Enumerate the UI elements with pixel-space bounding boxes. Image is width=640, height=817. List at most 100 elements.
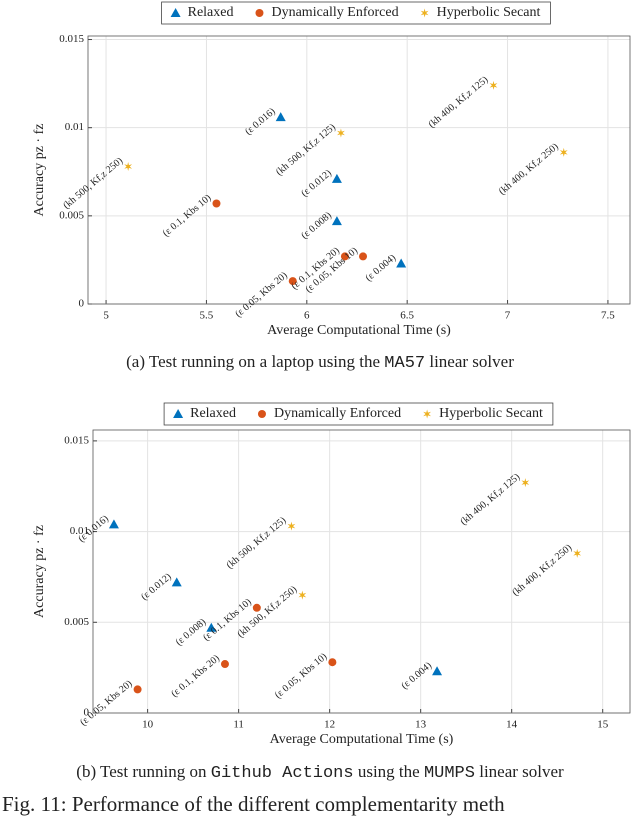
legend: Relaxed Dynamically Enforced Hyperbolic Se… — [161, 1, 551, 25]
x-tick-label: 10 — [142, 719, 154, 731]
point-annotation: (ε 0.1, Kbs 20) — [169, 653, 222, 700]
x-tick-label: 13 — [415, 719, 427, 731]
y-tick-label: 0.015 — [64, 434, 89, 446]
y-tick-label: 0 — [84, 707, 90, 719]
point-annotation: (ε 0.05, Kbs 10) — [273, 651, 329, 701]
point-annotation: (kh 400, Kf,z 125) — [427, 74, 491, 130]
figure-caption: Fig. 11: Performance of the different co… — [2, 792, 505, 816]
circle-marker — [212, 199, 221, 208]
x-tick-label: 7.5 — [601, 310, 615, 322]
x-tick-label: 6 — [304, 310, 310, 322]
caption-part: linear solver — [425, 352, 514, 371]
legend-item: Hyperbolic Secant — [423, 406, 543, 421]
circle-marker — [220, 660, 229, 669]
caption-part: (a) Test running on a laptop using the — [126, 352, 384, 371]
star-marker — [337, 128, 345, 138]
legend-item: Hyperbolic Secant — [420, 5, 541, 20]
triangle-marker — [331, 216, 342, 226]
legend-box — [161, 1, 551, 25]
legend-label: Relaxed — [190, 406, 236, 421]
y-tick-label: 0 — [79, 298, 85, 310]
circle-marker — [133, 685, 142, 694]
legend-label: Hyperbolic Secant — [439, 406, 543, 421]
circle-marker — [288, 277, 297, 286]
x-tick-label: 5 — [103, 310, 109, 322]
legend-item: Dynamically Enforced — [257, 406, 401, 421]
subfigure-caption: (b) Test running on Github Actions using… — [76, 762, 564, 784]
x-tick-label: 12 — [324, 719, 335, 731]
x-tick-label: 5.5 — [200, 310, 214, 322]
point-annotation: (ε 0.05, Kbs 20) — [233, 270, 289, 320]
triangle-marker — [170, 8, 181, 17]
point-annotation: (kh 400, Kf,z 125) — [458, 471, 522, 527]
legend-label: Dynamically Enforced — [271, 5, 398, 20]
circle-marker — [328, 658, 337, 667]
legend: Relaxed Dynamically Enforced Hyperbolic Se… — [163, 402, 554, 426]
y-tick-label: 0.015 — [59, 33, 84, 45]
circle-marker — [340, 252, 349, 261]
triangle-marker — [275, 112, 286, 122]
x-tick-label: 15 — [597, 719, 609, 731]
caption-part: MUMPS — [424, 764, 475, 783]
star-marker — [298, 590, 307, 600]
point-annotation: (kh 500, Kf,z 250) — [61, 155, 125, 211]
star-marker — [489, 80, 498, 90]
star-marker — [423, 409, 432, 419]
y-tick-label: 0.01 — [70, 525, 89, 537]
plot-frame — [87, 35, 631, 305]
x-tick-label: 7 — [505, 310, 511, 322]
x-axis-label: Average Computational Time (s) — [267, 323, 451, 338]
subfigure-caption: (a) Test running on a laptop using the M… — [126, 352, 514, 374]
star-marker — [521, 478, 530, 488]
caption-part: MA57 — [384, 354, 425, 373]
point-annotation: (kh 500, Kf,z 125) — [224, 515, 288, 571]
point-annotation: (kh 400, Kf,z 250) — [510, 542, 574, 598]
legend-box — [163, 402, 554, 426]
triangle-marker — [173, 409, 184, 418]
circle-marker — [257, 410, 266, 418]
legend-item: Dynamically Enforced — [255, 5, 399, 20]
triangle-marker — [331, 173, 342, 183]
legend-label: Hyperbolic Secant — [437, 5, 541, 20]
legend-label: Dynamically Enforced — [274, 406, 401, 421]
caption-part: using the — [354, 762, 424, 781]
triangle-marker — [396, 258, 407, 268]
caption-part: linear solver — [475, 762, 564, 781]
y-tick-label: 0.01 — [65, 121, 84, 133]
legend-item: Relaxed — [173, 406, 236, 421]
circle-marker — [255, 9, 264, 17]
circle-marker — [252, 603, 261, 612]
triangle-marker — [171, 577, 182, 587]
triangle-marker — [432, 666, 443, 676]
triangle-marker — [108, 519, 119, 529]
x-tick-label: 6.5 — [400, 310, 414, 322]
y-tick-label: 0.005 — [59, 209, 84, 221]
circle-marker — [359, 252, 368, 261]
star-marker — [559, 147, 568, 157]
caption-part: (b) Test running on — [76, 762, 210, 781]
point-annotation: (ε 0.012) — [139, 571, 174, 602]
star-marker — [124, 161, 133, 171]
x-axis-label: Average Computational Time (s) — [270, 732, 454, 747]
y-axis-label: Accuracy pz · fz — [32, 124, 47, 217]
point-annotation: (ε 0.012) — [299, 168, 334, 199]
star-marker — [573, 548, 582, 558]
triangle-marker — [206, 622, 217, 632]
point-annotation: (ε 0.004) — [399, 660, 434, 691]
point-annotation: (ε 0.016) — [243, 106, 278, 137]
caption-part: Github Actions — [211, 764, 354, 783]
plot-frame — [92, 429, 631, 714]
y-axis-label: Accuracy pz · fz — [32, 525, 47, 618]
point-annotation: (ε 0.05, Kbs 20) — [78, 678, 134, 728]
legend-label: Relaxed — [188, 5, 234, 20]
star-marker — [420, 8, 429, 18]
x-tick-label: 14 — [506, 719, 518, 731]
point-annotation: (ε 0.004) — [364, 252, 399, 283]
point-annotation: (kh 400, Kf,z 250) — [497, 141, 561, 197]
y-tick-label: 0.005 — [64, 616, 89, 628]
legend-item: Relaxed — [170, 5, 234, 20]
point-annotation: (ε 0.008) — [299, 210, 334, 241]
x-tick-label: 11 — [233, 719, 244, 731]
star-marker — [287, 521, 296, 531]
